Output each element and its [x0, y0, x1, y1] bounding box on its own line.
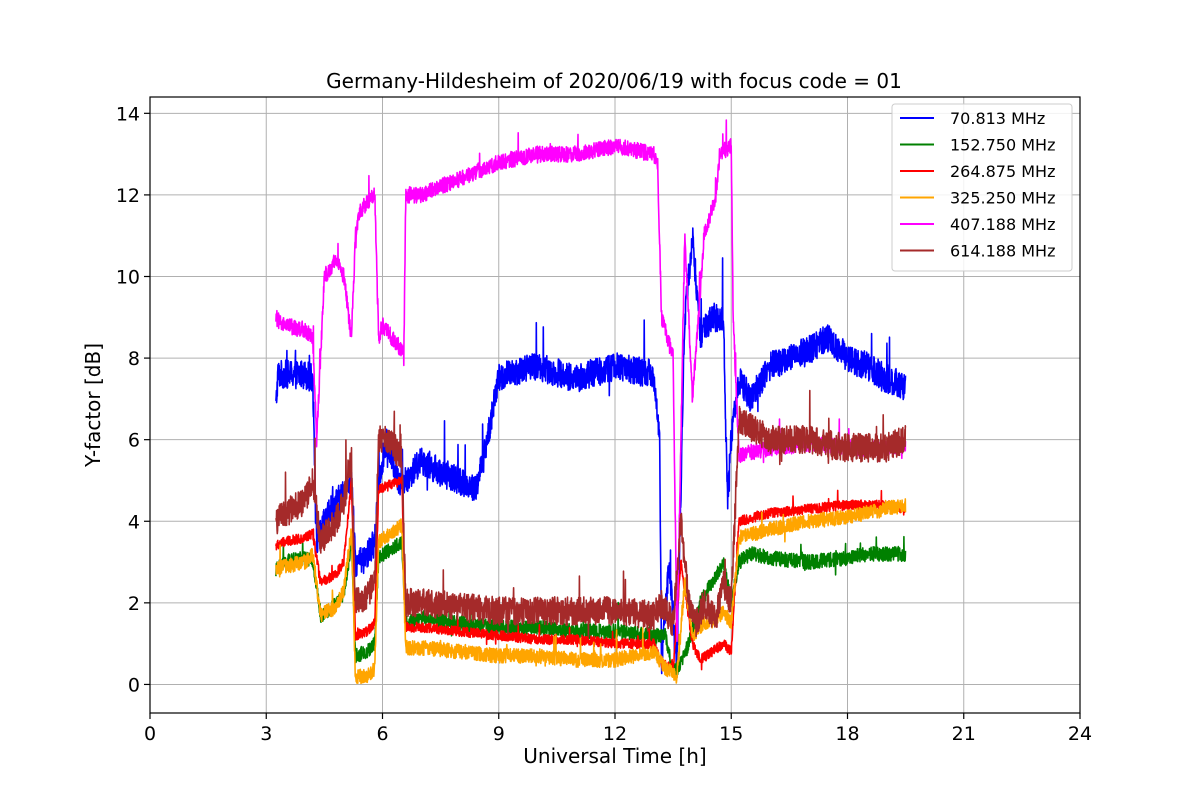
y-tick-label: 12	[116, 185, 140, 207]
legend: 70.813 MHz 152.750 MHz 264.875 MHz 325.250 …	[891, 103, 1073, 272]
series-line-3	[275, 475, 907, 674]
x-tick-label: 6	[376, 723, 388, 745]
x-tick-label: 9	[493, 723, 505, 745]
x-tick-label: 0	[144, 723, 156, 745]
y-tick-label: 14	[116, 103, 140, 125]
y-tick-label: 2	[128, 593, 140, 615]
legend-label: 407.188 MHz	[950, 215, 1055, 234]
x-tick-label: 15	[719, 723, 743, 745]
y-tick-label: 0	[128, 674, 140, 696]
y-tick-label: 6	[128, 430, 140, 452]
x-tick-label: 24	[1068, 723, 1092, 745]
series-line-4	[275, 498, 907, 685]
x-tick-label: 18	[835, 723, 859, 745]
y-tick-label: 8	[128, 348, 140, 370]
legend-label: 325.250 MHz	[950, 189, 1055, 208]
plot-area	[275, 119, 907, 685]
series-line-6	[275, 389, 907, 638]
series-line-2	[275, 535, 907, 677]
series-line-1	[275, 227, 907, 679]
legend-box	[891, 103, 1073, 272]
legend-label: 70.813 MHz	[950, 109, 1045, 128]
x-tick-label: 21	[952, 723, 976, 745]
legend-label: 614.188 MHz	[950, 242, 1055, 261]
legend-label: 264.875 MHz	[950, 162, 1055, 181]
y-tick-label: 10	[116, 266, 140, 288]
x-axis-label: Universal Time [h]	[523, 744, 706, 768]
chart-title: Germany-Hildesheim of 2020/06/19 with fo…	[326, 69, 902, 93]
legend-label: 152.750 MHz	[950, 136, 1055, 155]
y-axis-label: Y-factor [dB]	[81, 343, 105, 468]
x-tick-label: 12	[603, 723, 627, 745]
x-tick-label: 3	[260, 723, 272, 745]
y-tick-label: 4	[128, 511, 140, 533]
